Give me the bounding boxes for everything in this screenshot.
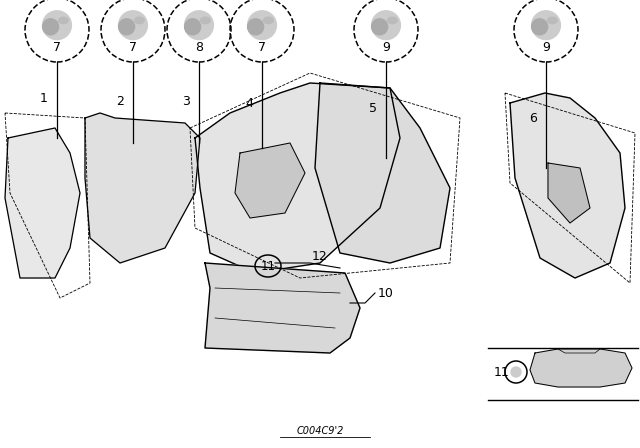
Ellipse shape [548,17,557,24]
Polygon shape [510,93,625,278]
Text: 6: 6 [529,112,537,125]
Ellipse shape [264,17,273,24]
Circle shape [511,367,521,377]
Ellipse shape [134,17,144,24]
Polygon shape [315,83,450,263]
Circle shape [118,11,147,39]
Text: 7: 7 [53,41,61,54]
Circle shape [372,11,401,39]
Text: 8: 8 [195,41,203,54]
Polygon shape [195,83,400,273]
Text: 12: 12 [312,250,328,263]
Ellipse shape [59,17,68,24]
Polygon shape [530,349,632,387]
Circle shape [532,11,561,39]
Circle shape [248,19,264,35]
Ellipse shape [388,17,397,24]
Polygon shape [548,163,590,223]
Text: 7: 7 [258,41,266,54]
Circle shape [184,19,200,35]
Polygon shape [235,143,305,218]
Circle shape [248,11,276,39]
Text: 3: 3 [182,95,190,108]
Text: 7: 7 [129,41,137,54]
Polygon shape [205,263,360,353]
Circle shape [184,11,213,39]
Text: 9: 9 [542,41,550,54]
Ellipse shape [200,17,210,24]
Text: 10: 10 [378,287,394,300]
Text: 1: 1 [40,91,48,104]
Polygon shape [85,113,200,263]
Text: 11: 11 [260,259,275,272]
Text: 2: 2 [116,95,124,108]
Text: 11: 11 [494,366,509,379]
Circle shape [43,11,72,39]
Text: 5: 5 [369,102,377,115]
Polygon shape [5,128,80,278]
Circle shape [372,19,388,35]
Text: 4: 4 [245,96,253,109]
Circle shape [532,19,548,35]
Circle shape [118,19,134,35]
Text: C004C9'2: C004C9'2 [296,426,344,436]
Circle shape [43,19,59,35]
Text: 9: 9 [382,41,390,54]
